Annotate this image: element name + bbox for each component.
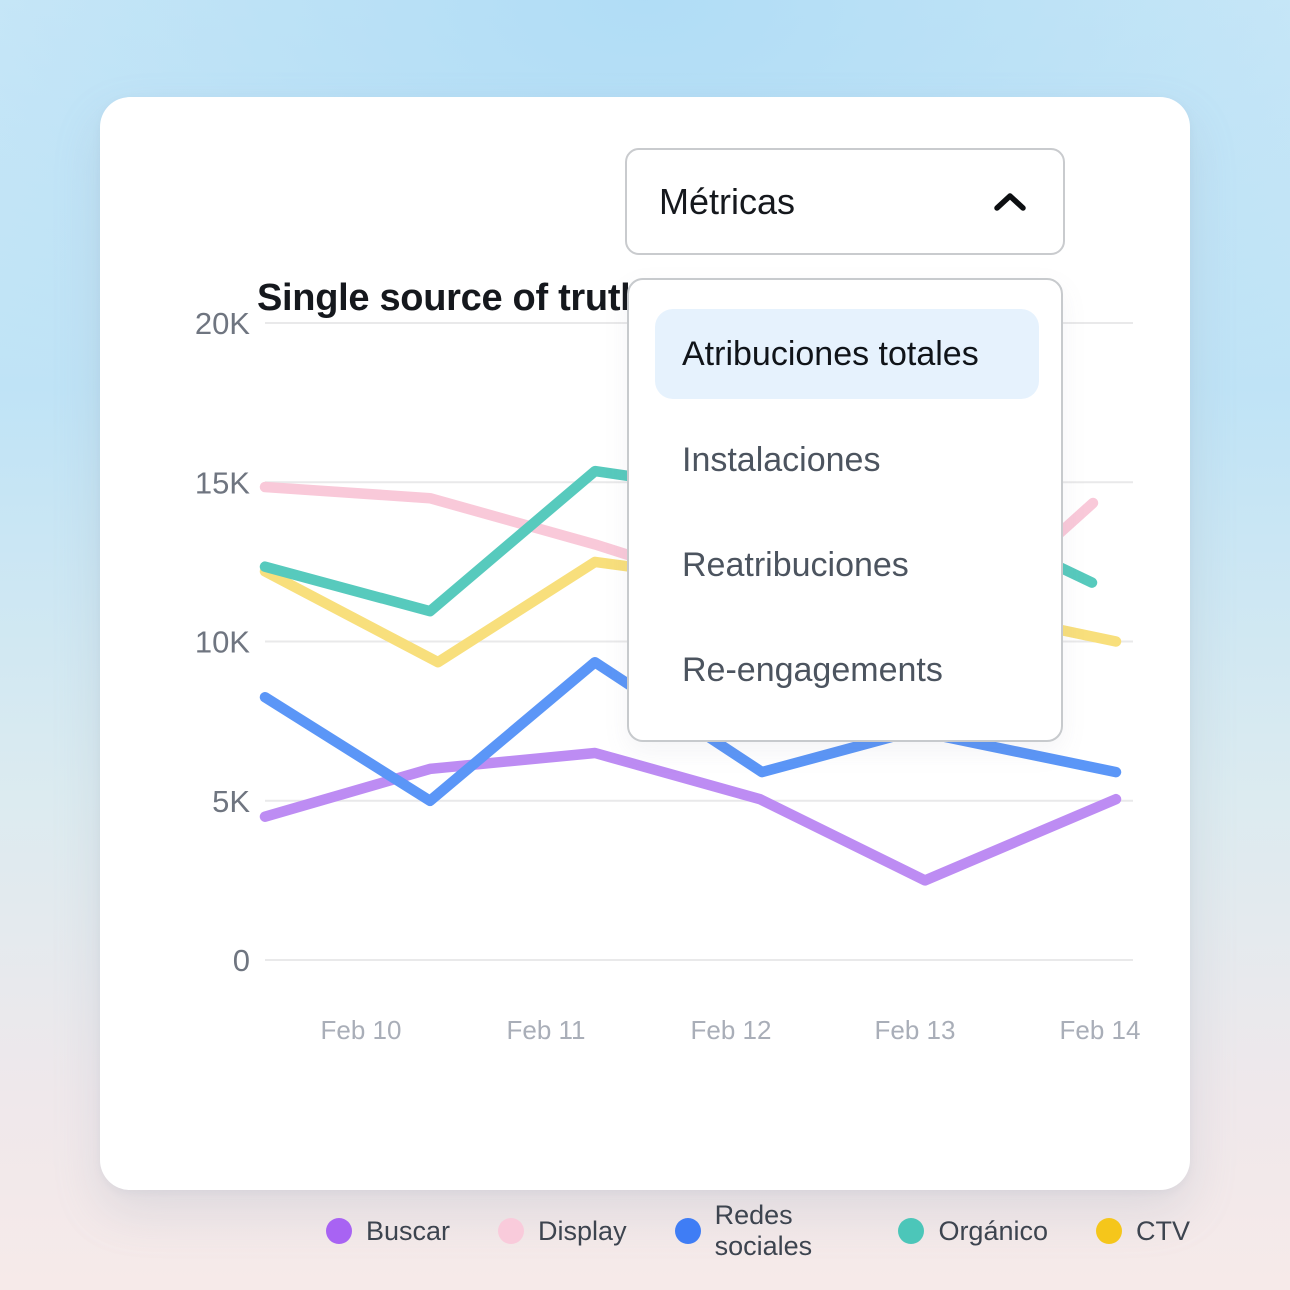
legend-dot (326, 1218, 352, 1244)
metrics-dropdown-menu: Atribuciones totales Instalaciones Reatrib… (627, 278, 1063, 742)
y-axis-tick-label: 5K (212, 784, 250, 819)
legend-label: Orgánico (938, 1215, 1048, 1246)
legend-item-buscar: Buscar (326, 1216, 450, 1247)
x-axis-tick-label: Feb 13 (875, 1015, 956, 1045)
menu-item-instalaciones[interactable]: Instalaciones (682, 441, 881, 479)
legend-label: Buscar (366, 1215, 451, 1246)
legend-dot (498, 1218, 525, 1244)
legend-item-redes-sociales: Redes sociales (674, 1200, 851, 1262)
menu-item-re-engagements[interactable]: Re-engagements (682, 651, 943, 689)
chart-legend: Buscar Display Redes sociales Orgánico CTV (326, 1200, 1190, 1262)
legend-dot (674, 1218, 701, 1244)
y-axis-tick-label: 15K (195, 465, 250, 500)
series-line-buscar (259, 747, 1122, 886)
menu-item-reatribuciones[interactable]: Reatribuciones (682, 546, 909, 584)
x-axis-tick-label: Feb 11 (506, 1015, 585, 1045)
y-axis-tick-label: 10K (195, 625, 250, 660)
y-axis-tick-label: 0 (233, 943, 250, 978)
metrics-dropdown-button[interactable]: Métricas (625, 148, 1065, 255)
metrics-dropdown-label: Métricas (659, 180, 796, 222)
legend-item-display: Display (498, 1216, 627, 1247)
x-axis-tick-label: Feb 10 (321, 1015, 402, 1045)
legend-label: CTV (1136, 1215, 1190, 1246)
y-axis-tick-label: 20K (195, 306, 250, 341)
x-axis-tick-label: Feb 12 (691, 1015, 772, 1045)
legend-label: Display (538, 1215, 627, 1246)
chevron-up-icon (994, 192, 1026, 211)
legend-dot (898, 1218, 925, 1244)
x-axis-tick-label: Feb 14 (1060, 1015, 1141, 1045)
legend-item-ctv: CTV (1096, 1216, 1190, 1247)
menu-item-atribuciones-totales[interactable]: Atribuciones totales (655, 309, 1039, 399)
legend-dot (1096, 1218, 1122, 1244)
legend-label: Redes sociales (714, 1200, 813, 1261)
legend-item-org-nico: Orgánico (898, 1216, 1048, 1247)
page-title: Single source of truth (257, 277, 644, 319)
